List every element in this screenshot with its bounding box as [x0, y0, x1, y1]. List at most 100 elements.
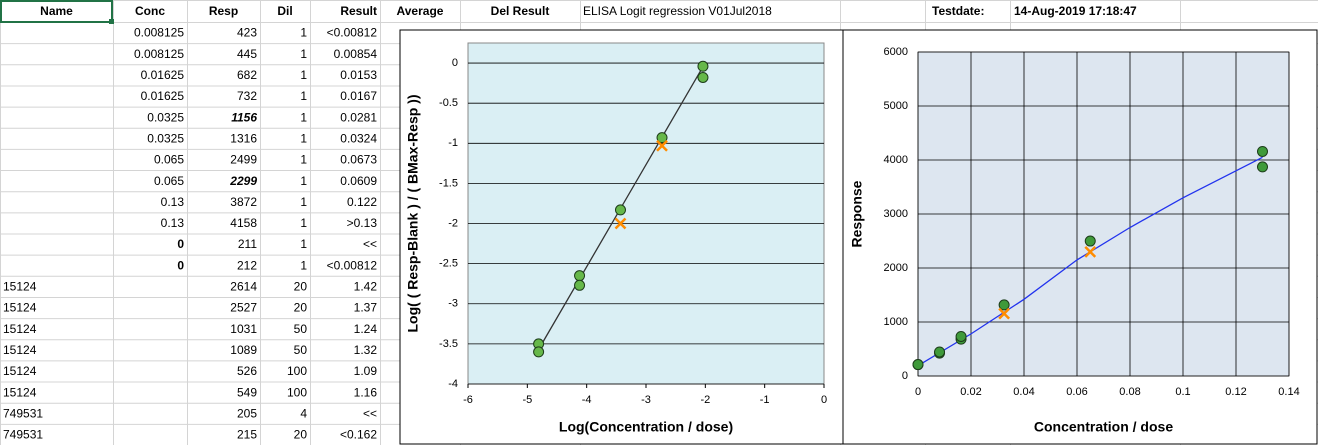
x-tick-label: 0.12	[1225, 386, 1246, 398]
x-tick-label: 0	[915, 386, 921, 398]
cell: 0.0167	[340, 89, 377, 103]
cell: 1	[300, 237, 307, 251]
data-point	[574, 279, 586, 291]
cell: 1	[300, 195, 307, 209]
y-tick-label: 5000	[884, 100, 908, 112]
cell: 2527	[230, 301, 257, 315]
cell: 749531	[3, 428, 43, 442]
cell: 15124	[3, 301, 37, 315]
data-point	[656, 132, 668, 144]
cell: 0.13	[161, 216, 185, 230]
cell: 2614	[230, 280, 257, 294]
cell: 215	[237, 428, 257, 442]
cell: 15124	[3, 280, 37, 294]
cell: 682	[237, 68, 257, 82]
cell: 1.16	[354, 385, 378, 399]
testdate-label: Testdate:	[932, 4, 984, 18]
cell: 1	[300, 110, 307, 124]
cell: 0	[177, 258, 184, 272]
x-axis-title: Concentration / dose	[1034, 419, 1173, 435]
data-point	[955, 330, 967, 342]
outlier-point	[1084, 245, 1097, 258]
cell: 1.32	[354, 343, 378, 357]
x-tick-label: 0.08	[1119, 386, 1140, 398]
column-header[interactable]: Conc	[135, 4, 165, 18]
cell: 50	[294, 322, 308, 336]
cell: 1156	[231, 110, 257, 124]
cell: 15124	[3, 385, 37, 399]
sheet-title: ELISA Logit regression V01Jul2018	[583, 4, 772, 18]
data-point	[614, 204, 626, 216]
y-tick-label: 0	[902, 370, 908, 382]
y-tick-label: 1000	[884, 316, 908, 328]
cell: 20	[294, 428, 308, 442]
cell: 1	[300, 174, 307, 188]
cell: 0.065	[154, 174, 184, 188]
cell: 4	[300, 406, 307, 420]
outlier-point	[614, 217, 627, 230]
cell: 1.24	[354, 322, 378, 336]
cell: 212	[237, 258, 257, 272]
cell: 445	[237, 47, 257, 61]
cell: 0.01625	[141, 68, 185, 82]
column-header[interactable]: Result	[340, 4, 377, 18]
cell: 1.09	[354, 364, 378, 378]
column-header[interactable]: Del Result	[491, 4, 550, 18]
cell: 1316	[230, 131, 257, 145]
cell: 0.13	[161, 195, 185, 209]
x-tick-label: -1	[760, 394, 770, 406]
cell: >0.13	[347, 216, 378, 230]
cell: 0.0281	[340, 110, 377, 124]
data-point	[697, 72, 709, 84]
cell: 1	[300, 153, 307, 167]
cell: 0.00854	[334, 47, 378, 61]
cell: 549	[237, 385, 257, 399]
column-header[interactable]: Resp	[209, 4, 238, 18]
cell: 0.0153	[340, 68, 377, 82]
data-point	[934, 346, 946, 358]
cell: 4158	[230, 216, 257, 230]
cell: 1	[300, 131, 307, 145]
x-tick-label: 0	[821, 394, 827, 406]
cell: 1	[300, 216, 307, 230]
cell: 0.122	[347, 195, 377, 209]
cell: 1	[300, 47, 307, 61]
y-tick-label: -0.5	[439, 97, 458, 109]
x-tick-label: 0.02	[960, 386, 981, 398]
y-tick-label: 4000	[884, 154, 908, 166]
cell: 423	[237, 26, 257, 40]
y-tick-label: -3	[448, 298, 458, 310]
y-tick-label: 0	[452, 57, 458, 69]
y-tick-label: 2000	[884, 262, 908, 274]
cell: 1	[300, 89, 307, 103]
cell: 100	[287, 385, 307, 399]
cell: 20	[294, 280, 308, 294]
cell: 15124	[3, 364, 37, 378]
y-tick-label: -3.5	[439, 338, 458, 350]
y-axis-title: Log( ( Resp-Blank ) / ( BMax-Resp ))	[405, 94, 421, 332]
column-header[interactable]: Average	[397, 4, 444, 18]
cell: <<	[363, 406, 377, 420]
data-point	[697, 60, 709, 72]
column-header[interactable]: Dil	[277, 4, 292, 18]
data-point	[574, 270, 586, 282]
fit-line	[917, 156, 1263, 367]
cell: 2499	[230, 153, 257, 167]
y-tick-label: -4	[448, 378, 458, 390]
cell: 0.0324	[340, 131, 377, 145]
outlier-point	[998, 307, 1011, 320]
data-point	[1257, 145, 1268, 157]
cell: <0.00812	[327, 258, 378, 272]
cell: 0.0609	[340, 174, 377, 188]
x-tick-label: 0.04	[1013, 386, 1034, 398]
x-tick-label: 0.1	[1175, 386, 1190, 398]
y-tick-label: 6000	[884, 46, 908, 58]
y-tick-label: -2	[448, 217, 458, 229]
x-axis-title: Log(Concentration / dose)	[559, 419, 733, 435]
x-tick-label: 0.06	[1066, 386, 1087, 398]
cell: 20	[294, 301, 308, 315]
selected-cell	[0, 0, 113, 23]
column-header[interactable]: Name	[40, 4, 73, 18]
cell: 0	[177, 237, 184, 251]
